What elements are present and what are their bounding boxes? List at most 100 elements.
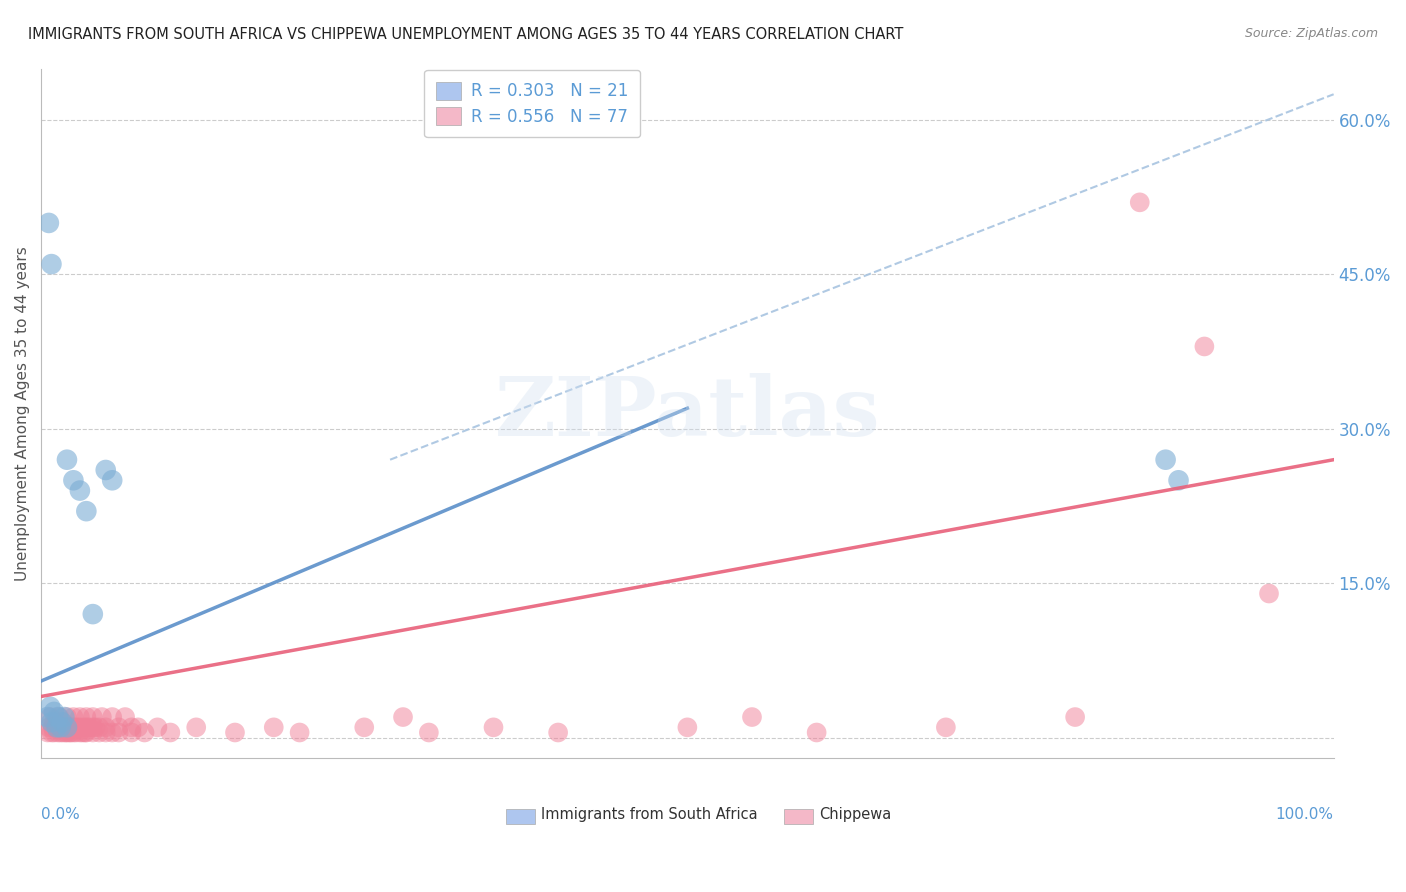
- Point: [56, 720, 79, 734]
- Point: [1129, 195, 1152, 210]
- Point: [90, 710, 112, 724]
- Point: [51, 715, 73, 730]
- Point: [39, 710, 62, 724]
- Point: [353, 720, 375, 734]
- Text: IMMIGRANTS FROM SOUTH AFRICA VS CHIPPEWA UNEMPLOYMENT AMONG AGES 35 TO 44 YEARS : IMMIGRANTS FROM SOUTH AFRICA VS CHIPPEWA…: [28, 27, 904, 42]
- Point: [159, 725, 181, 739]
- Point: [56, 710, 79, 724]
- Point: [94, 725, 117, 739]
- Point: [46, 725, 69, 739]
- Point: [45, 720, 67, 734]
- Point: [418, 725, 440, 739]
- Point: [52, 725, 75, 739]
- Text: Immigrants from South Africa: Immigrants from South Africa: [541, 807, 758, 822]
- Point: [806, 725, 828, 739]
- FancyBboxPatch shape: [785, 808, 813, 823]
- Point: [935, 720, 957, 734]
- Point: [52, 715, 75, 730]
- Point: [82, 607, 104, 621]
- Point: [38, 720, 60, 734]
- Y-axis label: Unemployment Among Ages 35 to 44 years: Unemployment Among Ages 35 to 44 years: [15, 246, 30, 581]
- Point: [146, 720, 169, 734]
- Point: [53, 710, 76, 724]
- Point: [69, 483, 91, 498]
- Point: [62, 710, 84, 724]
- Point: [101, 473, 124, 487]
- Point: [49, 720, 72, 734]
- Point: [741, 710, 763, 724]
- Text: ZIPatlas: ZIPatlas: [495, 374, 880, 453]
- Point: [263, 720, 285, 734]
- Point: [107, 725, 129, 739]
- Point: [82, 720, 104, 734]
- Point: [69, 720, 91, 734]
- FancyBboxPatch shape: [506, 808, 534, 823]
- Point: [56, 725, 79, 739]
- Point: [42, 725, 65, 739]
- Point: [55, 725, 77, 739]
- Point: [58, 720, 80, 734]
- Point: [42, 720, 65, 734]
- Point: [101, 710, 124, 724]
- Point: [65, 725, 87, 739]
- Point: [1064, 710, 1087, 724]
- Point: [73, 720, 96, 734]
- Point: [75, 725, 97, 739]
- Point: [63, 720, 86, 734]
- Point: [62, 473, 84, 487]
- Point: [107, 720, 129, 734]
- Point: [89, 720, 111, 734]
- Point: [37, 725, 59, 739]
- Point: [1258, 586, 1281, 600]
- Point: [224, 725, 246, 739]
- Point: [51, 720, 73, 734]
- Point: [84, 720, 107, 734]
- Point: [547, 725, 569, 739]
- Point: [41, 715, 63, 730]
- Point: [1194, 339, 1216, 353]
- Point: [41, 257, 63, 271]
- Point: [73, 725, 96, 739]
- Text: Chippewa: Chippewa: [820, 807, 891, 822]
- Point: [1167, 473, 1189, 487]
- Point: [89, 725, 111, 739]
- Point: [56, 720, 79, 734]
- Point: [94, 463, 117, 477]
- Point: [42, 715, 65, 730]
- Point: [1154, 452, 1177, 467]
- Point: [56, 452, 79, 467]
- Point: [101, 725, 124, 739]
- Point: [41, 725, 63, 739]
- Text: 0.0%: 0.0%: [41, 806, 80, 822]
- Point: [37, 710, 59, 724]
- Point: [392, 710, 415, 724]
- Point: [121, 725, 143, 739]
- Point: [69, 725, 91, 739]
- Point: [482, 720, 505, 734]
- Point: [69, 710, 91, 724]
- Text: 100.0%: 100.0%: [1275, 806, 1334, 822]
- Point: [75, 720, 97, 734]
- Point: [127, 720, 149, 734]
- Point: [38, 216, 60, 230]
- Point: [39, 699, 62, 714]
- Point: [288, 725, 311, 739]
- Point: [75, 710, 97, 724]
- Point: [676, 720, 699, 734]
- Point: [82, 710, 104, 724]
- Point: [49, 725, 72, 739]
- Point: [121, 720, 143, 734]
- Legend: R = 0.303   N = 21, R = 0.556   N = 77: R = 0.303 N = 21, R = 0.556 N = 77: [425, 70, 640, 137]
- Point: [75, 504, 97, 518]
- Point: [42, 705, 65, 719]
- Point: [62, 720, 84, 734]
- Point: [77, 720, 100, 734]
- Point: [62, 725, 84, 739]
- Point: [59, 720, 82, 734]
- Point: [134, 725, 156, 739]
- Point: [59, 725, 82, 739]
- Point: [58, 725, 80, 739]
- Point: [45, 720, 67, 734]
- Point: [114, 710, 136, 724]
- Point: [48, 710, 70, 724]
